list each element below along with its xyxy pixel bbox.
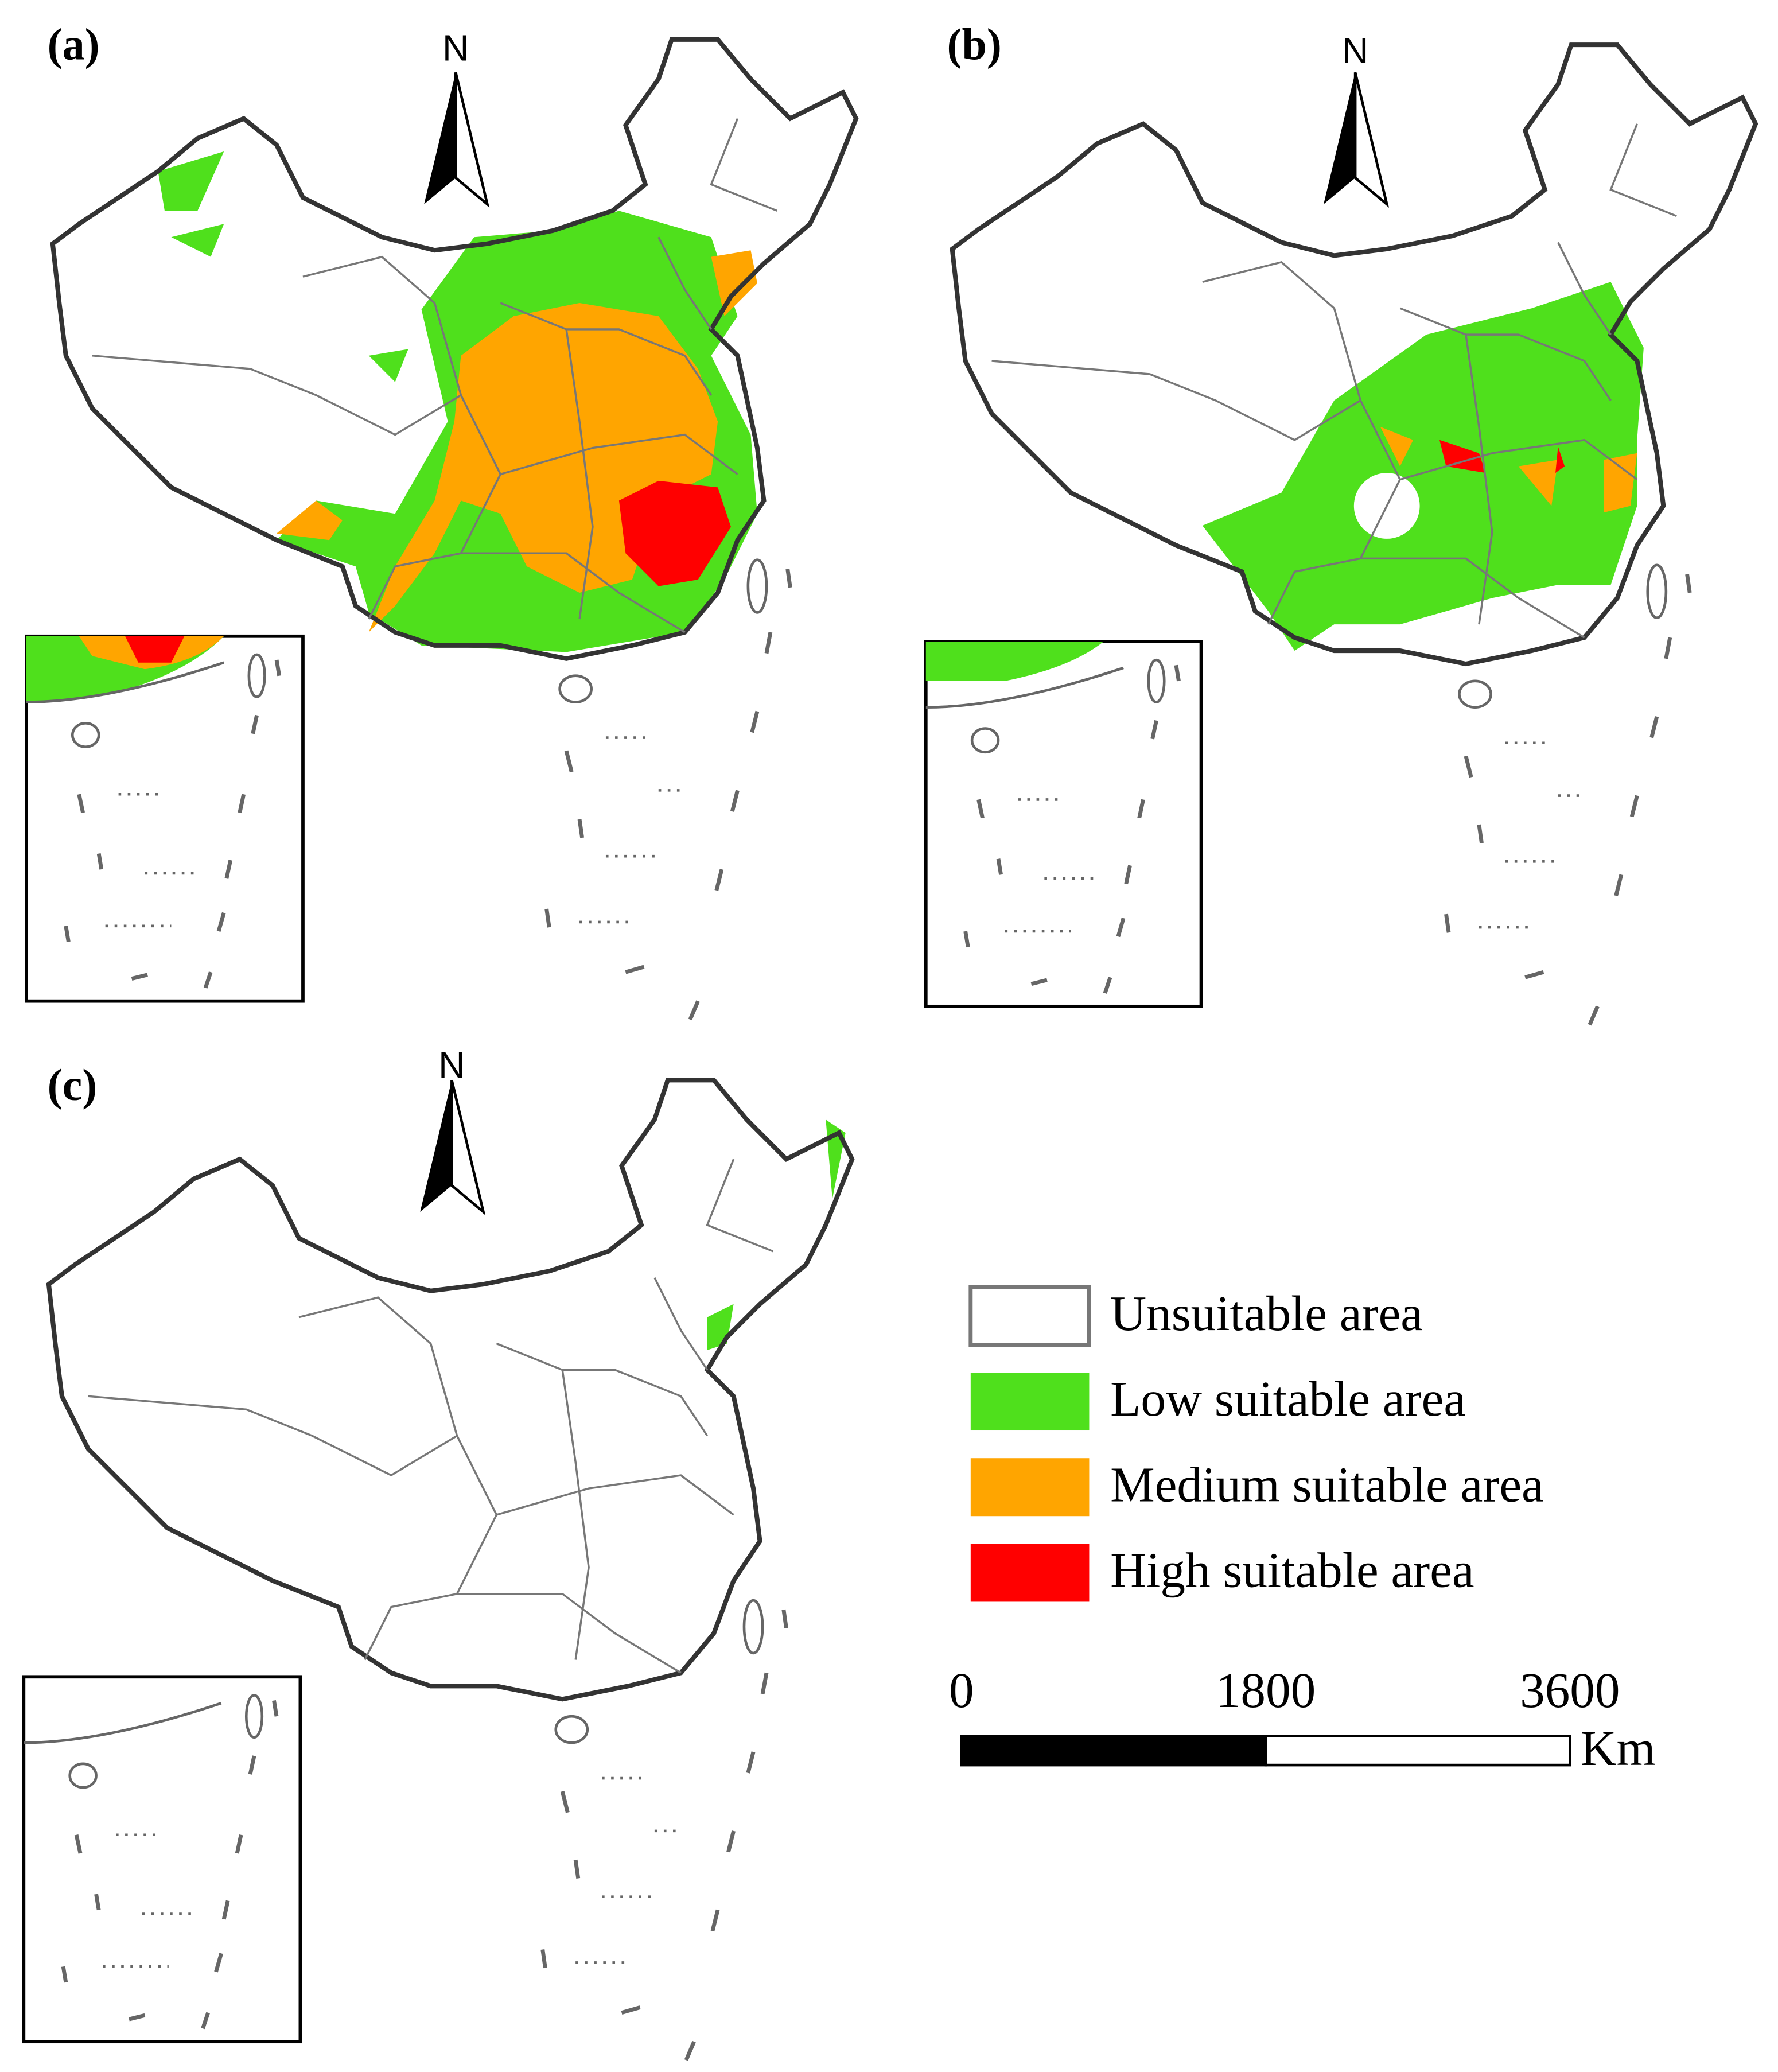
legend: Unsuitable area Low suitable area Medium s… (968, 1285, 1544, 1602)
scale-segment (960, 1735, 1267, 1767)
scale-tick-label: 1800 (1216, 1662, 1316, 1718)
north-label: N (1342, 30, 1368, 71)
panel-label: (c) (48, 1060, 98, 1110)
map-panel-b (926, 45, 1756, 1025)
map-panel-a (26, 40, 856, 1020)
legend-label: High suitable area (1110, 1542, 1474, 1598)
scale-tick-label: 3600 (1520, 1662, 1620, 1718)
legend-label: Low suitable area (1110, 1371, 1466, 1426)
legend-swatch (970, 1373, 1090, 1431)
legend-swatch (968, 1285, 1091, 1347)
north-label: N (438, 1044, 465, 1086)
map-panel-c (24, 1080, 852, 2060)
scale-segment (1264, 1735, 1571, 1767)
legend-label: Medium suitable area (1110, 1456, 1544, 1512)
legend-label: Unsuitable area (1110, 1285, 1423, 1341)
north-label: N (442, 28, 469, 69)
panel-label: (b) (947, 19, 1002, 69)
panel-label: (a) (48, 19, 100, 69)
legend-swatch (970, 1544, 1090, 1602)
legend-swatch (970, 1458, 1090, 1517)
scale-tick-label: 0 (949, 1662, 974, 1718)
scale-unit: Km (1581, 1720, 1656, 1776)
